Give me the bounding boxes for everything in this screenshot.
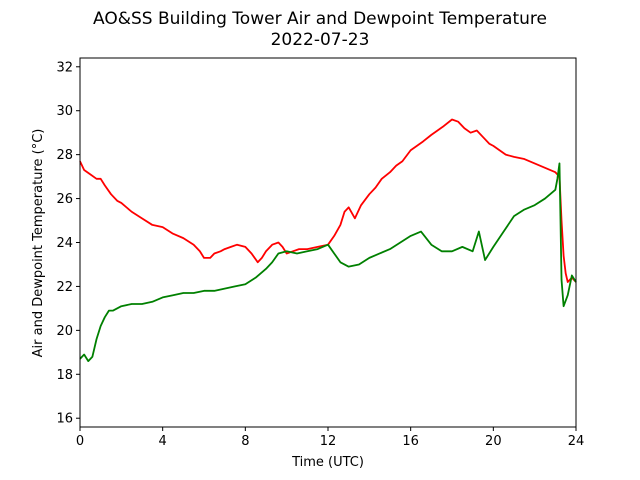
chart-subtitle: 2022-07-23 xyxy=(271,30,370,50)
series-line-1 xyxy=(79,162,577,363)
x-tick-label: 20 xyxy=(485,434,502,449)
y-tick-label: 20 xyxy=(56,324,73,339)
y-tick-label: 30 xyxy=(56,104,73,119)
y-tick-label: 24 xyxy=(56,236,73,251)
plot-frame xyxy=(79,57,577,428)
x-tick-label: 12 xyxy=(320,434,337,449)
x-tick-label: 16 xyxy=(402,434,419,449)
y-tick-label: 26 xyxy=(56,192,73,207)
y-tick-label: 28 xyxy=(56,148,73,163)
x-tick-label: 24 xyxy=(568,434,585,449)
y-tick-label: 32 xyxy=(56,60,73,75)
chart-title: AO&SS Building Tower Air and Dewpoint Te… xyxy=(93,9,547,29)
y-tick-label: 22 xyxy=(56,280,73,295)
x-tick-label: 8 xyxy=(241,434,249,449)
series-line-0 xyxy=(79,118,577,283)
x-tick-label: 4 xyxy=(159,434,167,449)
x-tick-label: 0 xyxy=(76,434,84,449)
x-axis-ticks: 0 4 8 12 16 20 24 xyxy=(76,427,584,449)
y-axis-ticks: 16 18 20 22 24 26 28 30 32 xyxy=(56,60,80,427)
y-axis-label: Air and Dewpoint Temperature (°C) xyxy=(31,129,46,358)
x-axis-label: Time (UTC) xyxy=(291,455,364,470)
y-tick-label: 16 xyxy=(56,412,73,427)
plot-lines xyxy=(79,118,577,363)
y-tick-label: 18 xyxy=(56,368,73,383)
